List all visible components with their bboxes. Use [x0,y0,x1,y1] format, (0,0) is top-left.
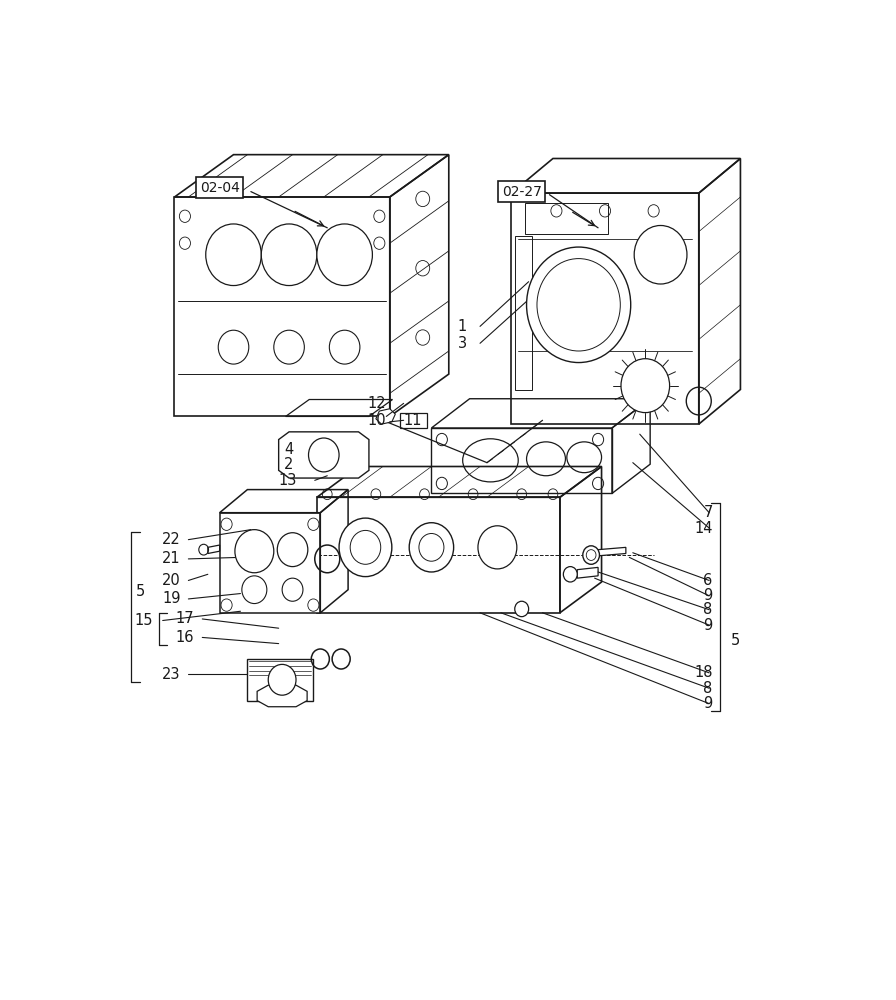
Circle shape [277,533,308,567]
Text: 19: 19 [162,591,180,606]
Text: 5: 5 [731,633,740,648]
Text: 9: 9 [703,696,712,711]
Text: 1: 1 [458,319,467,334]
Text: 20: 20 [162,573,181,588]
Polygon shape [257,685,307,707]
Text: 6: 6 [703,573,712,588]
Polygon shape [376,409,395,424]
Text: 9: 9 [703,618,712,633]
Text: 17: 17 [176,611,194,626]
Circle shape [219,330,249,364]
Polygon shape [317,497,560,613]
Circle shape [564,567,577,582]
Circle shape [478,526,517,569]
Text: 3: 3 [458,336,467,351]
Circle shape [206,224,262,286]
Text: 02-27: 02-27 [502,185,542,199]
Circle shape [634,225,687,284]
Text: 11: 11 [403,413,422,428]
Text: 4: 4 [284,442,294,457]
Text: 8: 8 [703,681,712,696]
Text: 5: 5 [136,584,145,599]
Text: 14: 14 [694,521,712,536]
Circle shape [339,518,392,577]
Circle shape [317,224,373,286]
Text: 15: 15 [134,613,152,628]
Circle shape [274,330,305,364]
Text: 2: 2 [284,457,294,472]
Polygon shape [208,545,220,554]
Text: 22: 22 [162,532,181,547]
Circle shape [527,247,631,363]
Bar [525,203,608,234]
Text: 13: 13 [279,473,297,488]
Polygon shape [220,513,321,613]
Text: 16: 16 [176,630,194,645]
Circle shape [268,664,296,695]
Text: 8: 8 [703,602,712,617]
Text: 10: 10 [367,413,386,428]
Circle shape [514,601,529,617]
Text: 23: 23 [162,667,180,682]
Circle shape [621,359,669,413]
Circle shape [308,438,339,472]
Circle shape [330,330,360,364]
Bar [514,235,532,389]
Text: 12: 12 [367,396,386,411]
Text: 18: 18 [694,665,712,680]
Bar [247,659,314,701]
Polygon shape [599,547,626,556]
Text: 02-04: 02-04 [200,181,239,195]
Text: 7: 7 [703,505,712,520]
Bar [401,413,426,428]
Circle shape [262,224,317,286]
Text: 21: 21 [162,551,181,566]
Polygon shape [577,567,599,578]
Circle shape [409,523,453,572]
Text: 9: 9 [703,588,712,603]
Circle shape [582,546,599,564]
Circle shape [235,530,274,573]
Polygon shape [279,432,369,478]
